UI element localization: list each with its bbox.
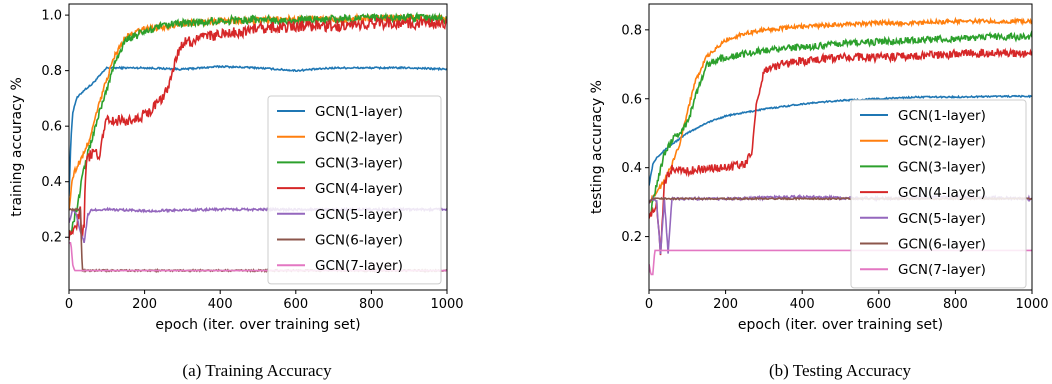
x-tick-label: 200 (132, 297, 157, 312)
y-tick-label: 0.2 (621, 230, 642, 245)
x-tick-label: 1000 (1015, 297, 1048, 312)
legend: GCN(1-layer) GCN(2-layer) GCN(3-layer) GCN(… (850, 99, 1027, 289)
x-tick-label: 600 (283, 297, 308, 312)
legend-box (850, 99, 1027, 289)
plot-lines (649, 16, 1032, 276)
x-tick-label: 800 (359, 297, 384, 312)
legend-entry: GCN(7-layer) (315, 258, 403, 274)
plot-frame (648, 3, 1033, 291)
legend-entry: GCN(1-layer) (898, 108, 986, 124)
y-tick-label: 0.6 (41, 120, 62, 135)
x-tick-label: 1000 (430, 297, 463, 312)
y-tick-label: 0.4 (41, 175, 62, 190)
x-tick-label: 0 (645, 297, 653, 312)
legend-entry: GCN(3-layer) (315, 155, 403, 171)
x-tick-label: 800 (943, 297, 968, 312)
legend-entry: GCN(5-layer) (898, 211, 986, 227)
x-axis-label: epoch (iter. over training set) (738, 317, 943, 333)
legend-entry: GCN(1-layer) (315, 104, 403, 120)
legend-entry: GCN(2-layer) (898, 134, 986, 150)
legend-entry: GCN(3-layer) (898, 159, 986, 175)
chart-1: 0 200 400 600 800 1000 0.2 0.4 0.6 0.8 epoch (iter… (589, 3, 1049, 380)
series-line-2-layer (649, 16, 1032, 204)
y-tick-label: 0.6 (621, 92, 642, 107)
legend-box (267, 95, 442, 285)
legend-entry: GCN(7-layer) (898, 262, 986, 278)
x-axis-label: epoch (iter. over training set) (155, 317, 360, 333)
legend-entry: GCN(6-layer) (315, 233, 403, 249)
legend-entry: GCN(5-layer) (315, 207, 403, 223)
y-tick-label: 0.4 (621, 161, 642, 176)
chart-caption: (b) Testing Accuracy (769, 361, 912, 380)
x-tick-label: 600 (866, 297, 891, 312)
chart-0: 0 200 400 600 800 1000 0.2 0.4 0.6 0.8 1.0 epoch (i… (9, 3, 464, 380)
legend-entry: GCN(4-layer) (898, 185, 986, 201)
x-tick-label: 0 (65, 297, 73, 312)
series-line-1-layer (649, 94, 1032, 186)
legend-entry: GCN(2-layer) (315, 130, 403, 146)
legend: GCN(1-layer) GCN(2-layer) GCN(3-layer) GCN(… (267, 95, 442, 285)
plot-lines (69, 11, 447, 274)
legend-entry: GCN(4-layer) (315, 181, 403, 197)
legend-entry: GCN(6-layer) (898, 237, 986, 253)
y-tick-label: 0.8 (621, 23, 642, 38)
plot-frame (68, 3, 448, 291)
series-line-3-layer (649, 30, 1032, 218)
series-line-1-layer (69, 64, 447, 197)
chart-caption: (a) Training Accuracy (182, 361, 332, 380)
series-line-4-layer (69, 15, 447, 241)
series-line-4-layer (649, 47, 1032, 256)
y-tick-label: 0.8 (41, 64, 62, 79)
series-line-3-layer (69, 11, 447, 238)
y-axis-label: training accuracy % (9, 77, 25, 217)
x-tick-label: 400 (790, 297, 815, 312)
y-tick-label: 1.0 (41, 9, 62, 24)
x-tick-label: 400 (208, 297, 233, 312)
y-axis-label: testing accuracy % (589, 80, 605, 214)
x-tick-label: 200 (713, 297, 738, 312)
y-tick-label: 0.2 (41, 231, 62, 246)
